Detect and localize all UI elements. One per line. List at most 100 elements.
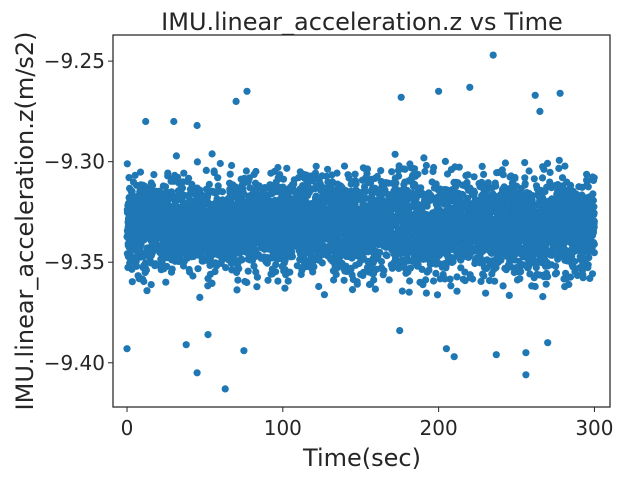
data-point <box>170 177 178 185</box>
data-point <box>132 253 140 261</box>
data-point <box>441 157 449 165</box>
data-point <box>581 255 589 263</box>
data-point <box>245 199 253 207</box>
data-point <box>555 164 563 172</box>
data-point <box>526 204 534 213</box>
data-point <box>495 233 503 242</box>
data-point <box>324 228 332 236</box>
data-point <box>284 277 292 285</box>
data-point <box>246 229 254 237</box>
data-point <box>129 222 138 230</box>
data-point <box>301 257 309 265</box>
data-point <box>131 171 139 179</box>
data-point <box>187 196 195 205</box>
data-point <box>435 250 443 258</box>
data-point <box>500 189 508 197</box>
data-point <box>561 162 569 170</box>
data-point <box>359 271 367 279</box>
data-point <box>386 204 394 212</box>
data-point <box>478 162 486 170</box>
data-point <box>549 250 557 258</box>
data-point <box>403 196 411 204</box>
data-point <box>337 194 345 202</box>
data-point <box>453 273 461 281</box>
data-point <box>401 204 410 212</box>
data-point <box>338 183 346 191</box>
data-point <box>202 216 210 224</box>
data-point <box>403 220 411 228</box>
data-point <box>164 169 172 177</box>
data-point <box>260 253 268 261</box>
data-point <box>546 168 554 176</box>
data-point <box>324 165 332 173</box>
data-point <box>401 165 409 173</box>
data-point <box>447 207 455 215</box>
data-point <box>389 244 398 253</box>
data-point <box>394 166 403 174</box>
data-point <box>186 190 194 198</box>
data-point <box>590 174 598 182</box>
data-point <box>205 240 213 248</box>
data-point <box>315 212 323 220</box>
data-point <box>415 201 423 209</box>
data-point <box>198 205 207 213</box>
data-point <box>283 164 291 172</box>
data-point <box>385 276 393 284</box>
data-point <box>453 203 461 211</box>
data-point <box>482 191 490 199</box>
data-point <box>214 212 222 220</box>
data-point <box>405 288 413 296</box>
data-point <box>440 186 448 194</box>
data-point <box>136 186 144 194</box>
data-point <box>486 207 494 215</box>
data-point <box>508 226 516 234</box>
data-point <box>295 174 303 182</box>
data-point <box>296 185 304 193</box>
data-point <box>410 237 418 246</box>
data-point <box>204 275 212 283</box>
data-point <box>325 195 333 203</box>
data-point <box>476 228 485 236</box>
data-point <box>444 253 452 262</box>
data-point <box>180 200 188 208</box>
data-point <box>320 291 328 299</box>
data-point <box>170 243 179 252</box>
data-point <box>241 277 249 286</box>
data-point <box>422 161 430 170</box>
data-point <box>124 241 132 250</box>
data-point <box>542 216 551 224</box>
data-point <box>208 150 216 158</box>
data-point <box>410 249 418 257</box>
data-point <box>210 167 218 175</box>
data-point <box>572 227 580 235</box>
data-point <box>248 256 256 264</box>
data-point <box>331 190 339 198</box>
data-point <box>460 204 468 212</box>
data-point <box>330 218 338 226</box>
data-point <box>578 248 586 257</box>
data-point <box>480 170 488 178</box>
data-point <box>290 188 298 196</box>
data-point <box>525 216 533 224</box>
data-point <box>226 170 234 178</box>
data-point <box>543 206 552 214</box>
data-point <box>276 227 284 235</box>
data-point <box>493 197 501 206</box>
data-point <box>313 223 321 232</box>
data-point <box>293 262 301 270</box>
data-point <box>432 269 440 277</box>
data-point <box>146 224 154 232</box>
data-point <box>169 231 177 239</box>
data-point <box>552 269 561 277</box>
data-point <box>333 202 341 210</box>
data-point <box>491 260 499 268</box>
data-point <box>410 165 419 173</box>
data-point <box>400 263 408 271</box>
data-point <box>538 174 547 182</box>
data-point <box>447 166 455 174</box>
data-point <box>419 255 427 263</box>
data-point <box>446 275 454 283</box>
data-point <box>331 212 340 220</box>
data-point <box>562 269 570 277</box>
